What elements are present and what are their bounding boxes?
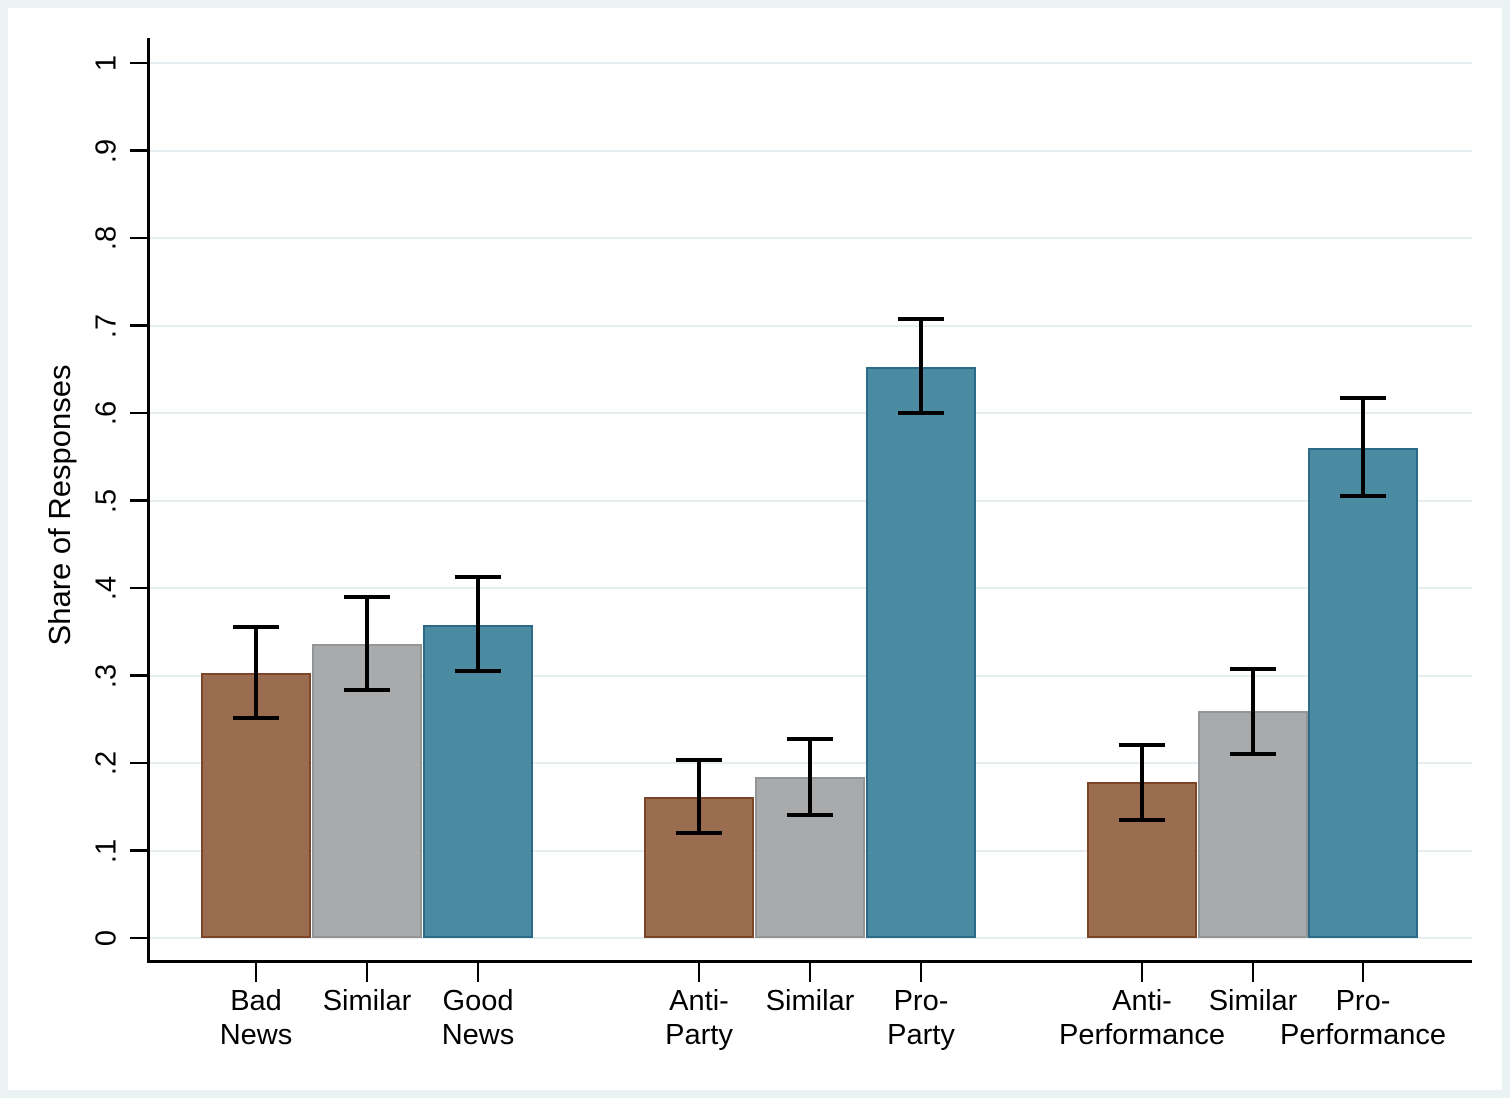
y-tick-mark <box>130 849 147 852</box>
y-tick-mark <box>130 586 147 590</box>
error-bar-line <box>696 760 702 833</box>
x-axis-label: Similar <box>1093 984 1413 1018</box>
error-bar-cap-top <box>1230 666 1276 671</box>
bar-pro <box>1308 448 1418 938</box>
error-bar-line <box>475 576 481 672</box>
x-axis-label-line: Similar <box>1208 985 1298 1017</box>
x-axis-label-line: Pro- <box>893 985 949 1017</box>
x-axis-label: Bad News <box>96 984 416 1052</box>
x-axis-label: Pro- Performance <box>1203 984 1510 1052</box>
y-tick-mark <box>130 674 147 677</box>
x-tick-mark <box>254 960 258 982</box>
error-bar-cap-top <box>676 758 722 763</box>
error-bar-cap-bottom <box>676 831 722 835</box>
x-axis-label-line: Party <box>665 1019 733 1051</box>
y-axis-line <box>147 38 150 963</box>
y-tick-mark <box>130 324 147 327</box>
gridline <box>149 62 1472 64</box>
error-bar-line <box>918 319 924 413</box>
x-axis-label: Pro- Party <box>761 984 1081 1052</box>
x-axis-label: Similar <box>207 984 527 1018</box>
x-tick-mark <box>808 960 812 982</box>
y-tick-mark <box>130 149 147 152</box>
error-bar-cap-bottom <box>233 715 279 720</box>
x-axis-label: Good News <box>318 984 638 1052</box>
gridline <box>149 237 1472 239</box>
y-tick-mark <box>130 411 147 415</box>
error-bar-cap-top <box>455 574 501 579</box>
x-axis-label-line: Pro- <box>1335 985 1391 1017</box>
x-tick-mark <box>476 960 480 982</box>
error-bar-line <box>807 739 813 815</box>
bar-pro <box>423 624 533 938</box>
x-axis-label: Anti- Party <box>539 984 859 1052</box>
y-tick-mark <box>130 499 147 502</box>
bar-similar <box>312 644 422 938</box>
error-bar-cap-bottom <box>787 812 833 817</box>
x-tick-mark <box>1361 960 1365 982</box>
x-axis-label-line: Performance <box>1279 1019 1446 1051</box>
gridline <box>149 412 1472 414</box>
x-axis-label-line: Good <box>442 985 514 1017</box>
gridline <box>149 674 1472 677</box>
x-tick-mark <box>697 960 701 982</box>
x-axis-label-line: Anti- <box>669 985 729 1017</box>
x-axis-label: Anti- Performance <box>982 984 1302 1052</box>
bar-anti <box>201 672 311 938</box>
gridline <box>149 149 1472 152</box>
error-bar-cap-top <box>787 737 833 742</box>
x-tick-mark <box>365 960 369 982</box>
x-tick-mark <box>1251 960 1255 982</box>
x-axis-label-line: Bad <box>230 985 282 1017</box>
gridline <box>149 587 1472 589</box>
x-axis-label-line: News <box>219 1019 293 1051</box>
error-bar-cap-bottom <box>1230 752 1276 757</box>
error-bar-cap-bottom <box>1119 817 1165 822</box>
gridline <box>149 937 1472 939</box>
error-bar-cap-top <box>1119 742 1165 747</box>
error-bar-cap-bottom <box>1340 494 1386 499</box>
x-axis-label-line: Performance <box>1058 1019 1225 1051</box>
x-tick-mark <box>919 960 923 982</box>
x-axis-label-line: Similar <box>322 985 412 1017</box>
error-bar-cap-top <box>344 594 390 599</box>
x-axis-label-line: Party <box>887 1019 955 1051</box>
y-axis-title: Share of Responses <box>42 364 77 646</box>
y-tick-mark <box>130 61 147 65</box>
error-bar-cap-top <box>898 317 944 322</box>
gridline <box>149 324 1472 327</box>
error-bar-line <box>1139 744 1145 820</box>
x-axis-label-line: Similar <box>765 985 855 1017</box>
error-bar-line <box>253 627 259 718</box>
y-tick-mark <box>130 936 147 940</box>
error-bar-cap-top <box>233 625 279 630</box>
y-tick-mark <box>130 761 147 765</box>
error-bar-line <box>1250 668 1256 755</box>
error-bar-line <box>1360 398 1366 497</box>
gridline <box>149 499 1472 502</box>
error-bar-cap-top <box>1340 396 1386 401</box>
x-axis-label: Similar <box>650 984 970 1018</box>
x-axis-label-line: Anti- <box>1112 985 1172 1017</box>
y-tick-mark <box>130 236 147 240</box>
x-axis-label-line: News <box>441 1019 515 1051</box>
error-bar-line <box>364 596 370 691</box>
x-tick-mark <box>1140 960 1144 982</box>
error-bar-cap-bottom <box>455 669 501 674</box>
error-bar-cap-bottom <box>898 411 944 415</box>
error-bar-cap-bottom <box>344 688 390 693</box>
